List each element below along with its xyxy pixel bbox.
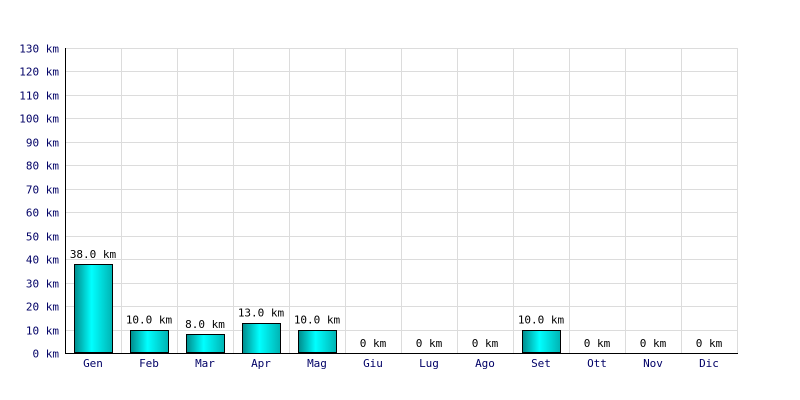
y-tick-label: 70 km: [26, 184, 59, 197]
grid: [65, 48, 738, 354]
data-label-dic: 0 km: [696, 337, 723, 350]
bars: [74, 264, 561, 354]
data-label-apr: 13.0 km: [238, 307, 285, 320]
y-tick-label: 50 km: [26, 231, 59, 244]
y-tick-label: 60 km: [26, 207, 59, 220]
data-label-lug: 0 km: [416, 337, 443, 350]
data-label-ott: 0 km: [584, 337, 611, 350]
bar-feb: [130, 330, 169, 353]
axes: [65, 48, 738, 354]
bar-mar: [186, 334, 225, 353]
data-label-feb: 10.0 km: [126, 314, 173, 327]
y-tick-label: 90 km: [26, 137, 59, 150]
y-tick-label: 110 km: [19, 90, 59, 103]
x-tick-label: Dic: [699, 357, 719, 370]
x-tick-label: Set: [531, 357, 551, 370]
y-tick-label: 40 km: [26, 254, 59, 267]
data-label-gen: 38.0 km: [70, 248, 117, 261]
y-tick-label: 80 km: [26, 160, 59, 173]
data-label-set: 10.0 km: [518, 314, 565, 327]
x-tick-label: Mag: [307, 357, 327, 370]
data-label-ago: 0 km: [472, 337, 499, 350]
x-tick-label: Ott: [587, 357, 607, 370]
data-label-mag: 10.0 km: [294, 314, 341, 327]
labels: 0 km 10 km 20 km 30 km 40 km 50 km 60 km 70 km 8…: [19, 43, 722, 371]
y-tick-label: 130 km: [19, 43, 59, 56]
y-tick-label: 20 km: [26, 301, 59, 314]
x-tick-label: Nov: [643, 357, 663, 370]
bar-apr: [242, 323, 281, 354]
x-tick-label: Giu: [363, 357, 383, 370]
y-tick-label: 0 km: [33, 348, 60, 361]
x-tick-label: Lug: [419, 357, 439, 370]
x-tick-label: Apr: [251, 357, 271, 370]
y-tick-label: 30 km: [26, 278, 59, 291]
bar-gen: [74, 264, 113, 353]
x-tick-label: Ago: [475, 357, 495, 370]
data-label-giu: 0 km: [360, 337, 387, 350]
y-tick-label: 120 km: [19, 66, 59, 79]
x-tick-label: Mar: [195, 357, 215, 370]
x-tick-label: Gen: [83, 357, 103, 370]
bar-mag: [298, 330, 337, 353]
bar-set: [522, 330, 561, 353]
x-tick-label: Feb: [139, 357, 159, 370]
data-label-nov: 0 km: [640, 337, 667, 350]
y-tick-label: 100 km: [19, 113, 59, 126]
y-tick-label: 10 km: [26, 325, 59, 338]
data-label-mar: 8.0 km: [185, 318, 225, 331]
